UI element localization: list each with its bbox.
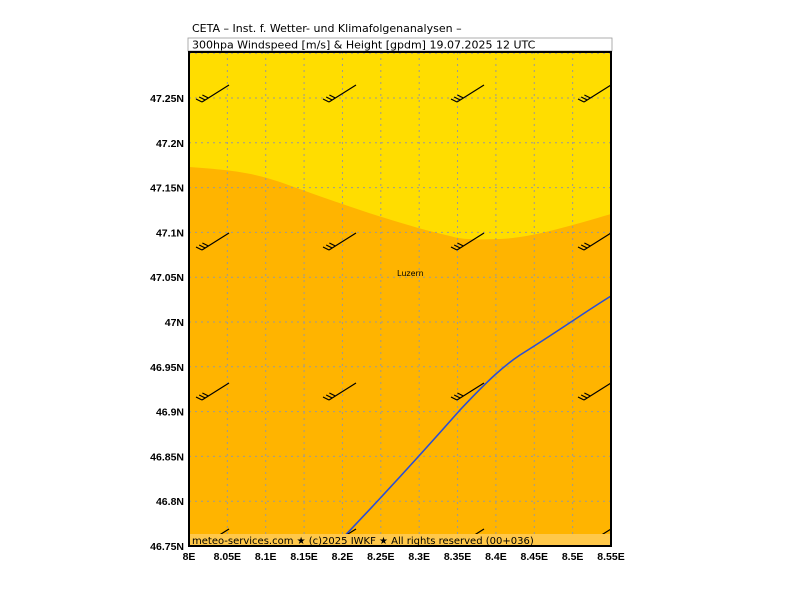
city-label: Luzern: [397, 269, 424, 278]
lon-label: 8.1E: [255, 551, 277, 563]
lat-label: 46.95N: [150, 362, 184, 374]
lon-label: 8.2E: [332, 551, 354, 563]
lat-label: 46.85N: [150, 451, 184, 463]
lat-label: 46.75N: [150, 541, 184, 553]
lat-label: 47.25N: [150, 93, 184, 105]
lon-label: 8.15E: [290, 551, 317, 563]
height-contour: [334, 295, 612, 547]
wind-barb: [195, 232, 230, 251]
grid: [189, 52, 611, 546]
lat-label: 46.8N: [156, 496, 184, 508]
lon-label: 8.3E: [408, 551, 430, 563]
map-frame: [188, 51, 612, 547]
yellow-field: [189, 52, 611, 240]
wind-barb: [322, 232, 357, 251]
lon-label: 8.25E: [367, 551, 394, 563]
wind-barb: [195, 84, 230, 103]
footer-band: [189, 534, 611, 546]
lon-label: 8.5E: [562, 551, 584, 563]
lon-label: 8.45E: [521, 551, 548, 563]
lon-label: 8.05E: [214, 551, 241, 563]
lon-label: 8E: [183, 551, 196, 563]
title-line2: 300hpa Windspeed [m/s] & Height [gpdm] 1…: [192, 39, 536, 52]
wind-barb: [577, 232, 612, 251]
wind-barb: [322, 84, 357, 103]
lon-label: 8.55E: [597, 551, 624, 563]
lat-label: 47N: [165, 317, 184, 329]
wind-barb: [322, 382, 357, 401]
wind-barb: [577, 382, 612, 401]
lat-label: 47.2N: [156, 138, 184, 150]
lon-label: 8.35E: [444, 551, 471, 563]
lat-label: 46.9N: [156, 407, 184, 419]
lat-label: 47.1N: [156, 227, 184, 239]
title-line1: CETA – Inst. f. Wetter- und Klimafolgena…: [192, 22, 462, 35]
footer: meteo-services.com ★ (c)2025 IWKF ★ All …: [192, 536, 534, 547]
wind-barb: [450, 84, 485, 103]
lat-label: 47.05N: [150, 272, 184, 284]
wind-barb: [195, 382, 230, 401]
wind-barb: [450, 382, 485, 401]
wind-barb: [450, 232, 485, 251]
wind-barb: [577, 84, 612, 103]
axis-labels: 47.25N 47.2N 47.15N 47.1N 47.05N 47N 46.95N 46.…: [150, 93, 625, 563]
lat-label: 47.15N: [150, 183, 184, 195]
lon-label: 8.4E: [485, 551, 507, 563]
